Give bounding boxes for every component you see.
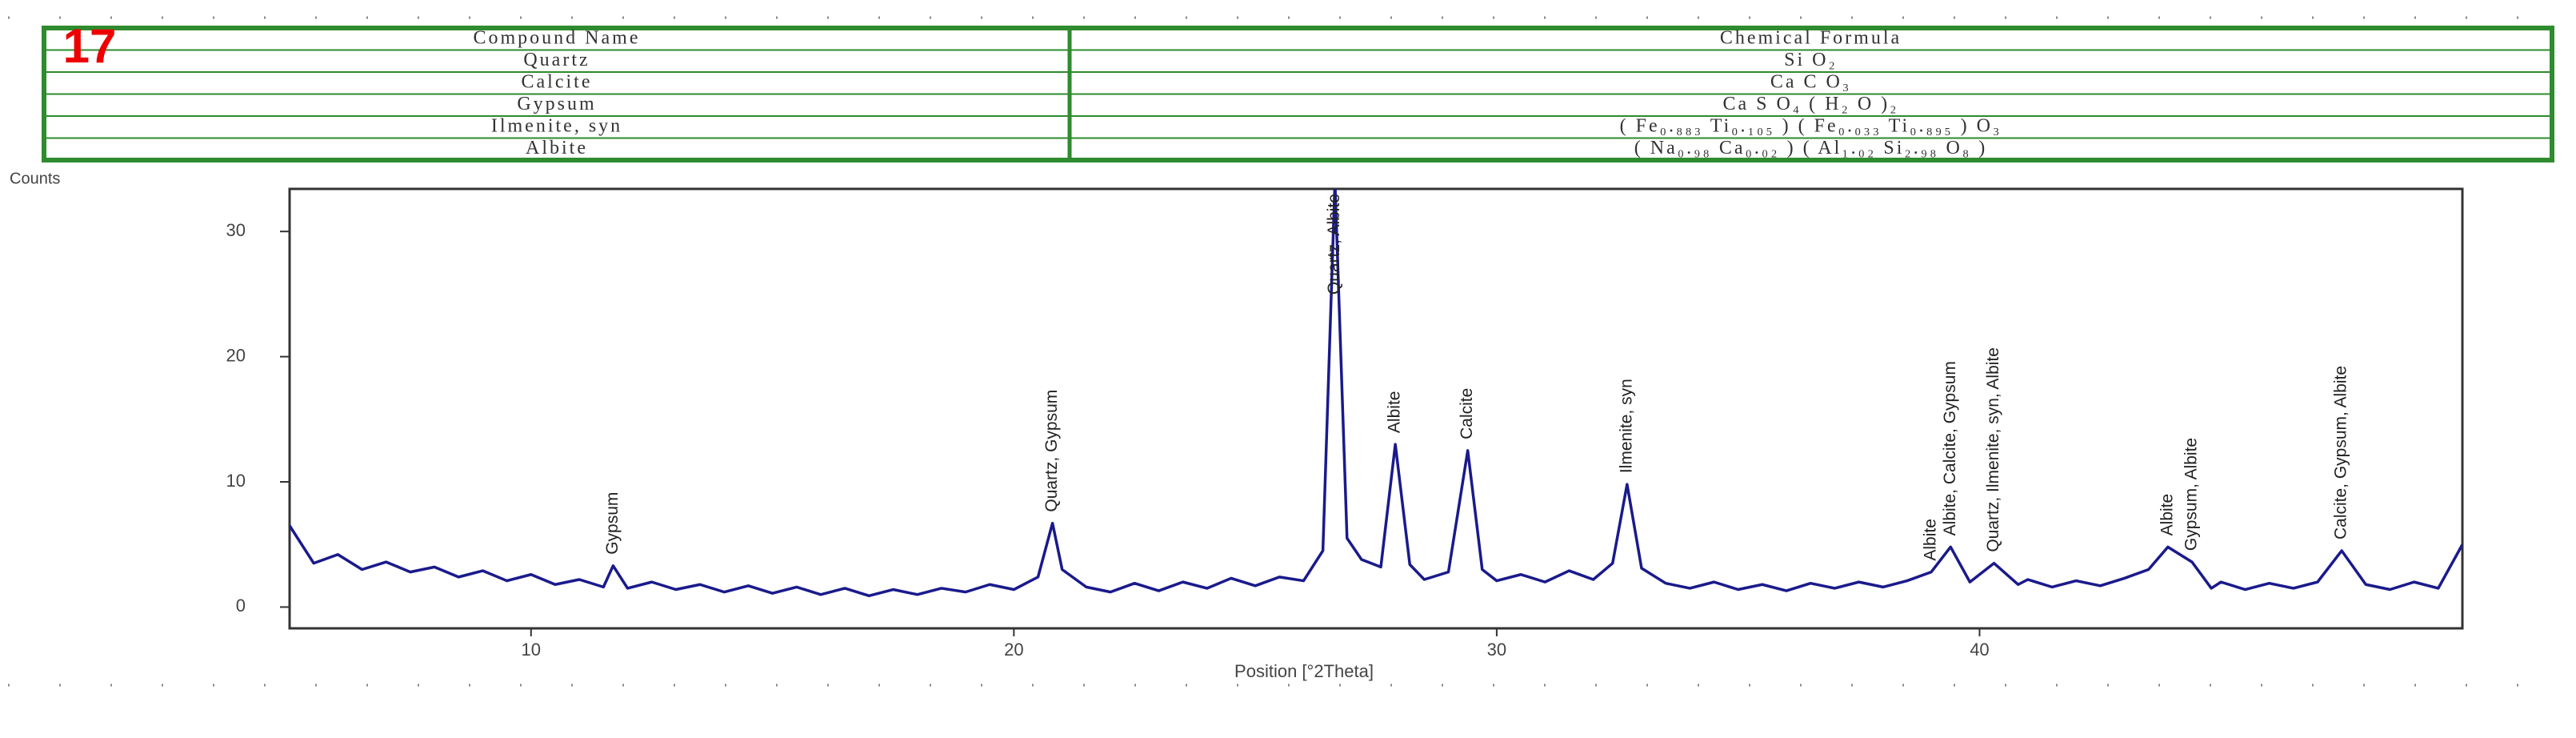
x-axis-title: Position [°2Theta]: [1234, 661, 1374, 681]
table-cell: Ilmenite, syn: [491, 115, 622, 136]
peak-label: Albite: [1922, 519, 1940, 561]
table-cell: Calcite: [522, 71, 593, 92]
plot-frame: [288, 187, 2464, 630]
table-cell: Gypsum: [517, 94, 596, 114]
peak-label: Quartz, Albite: [1325, 194, 1343, 295]
plot-area: Gypsum Quartz, Gypsum Quartz, Albite Albite…: [290, 189, 2462, 598]
table-cell: Si O₂: [1784, 50, 1838, 70]
peak-label: Albite: [1386, 391, 1404, 434]
y-tick-label: 30: [226, 220, 246, 240]
table-cell: Quartz: [523, 50, 590, 70]
peak-label: Albite, Calcite, Gypsum: [1941, 361, 1959, 535]
table-cell: ( Na₀.₉₈ Ca₀.₀₂ ) ( Al₁.₀₂ Si₂.₉₈ O₈ ): [1634, 138, 1987, 158]
table-cell: Chemical Formula: [1720, 27, 1902, 48]
y-tick-label: 0: [236, 596, 246, 616]
diffraction-line: [290, 189, 2462, 598]
table-cell: Ca C O₃: [1770, 71, 1851, 92]
peak-label: Calcite, Gypsum, Albite: [2332, 366, 2350, 539]
table-cell: Ca S O₄ ( H₂ O )₂: [1722, 94, 1898, 114]
y-tick-label: 20: [226, 345, 246, 365]
x-tick-label: 20: [1004, 640, 1023, 660]
x-tick-label: 40: [1970, 640, 1989, 660]
table-cell: Compound Name: [474, 27, 641, 48]
peak-label: Albite: [2158, 494, 2176, 536]
peak-label: Calcite: [1458, 388, 1476, 439]
peak-label: Gypsum: [603, 492, 622, 555]
y-tick-label: 10: [226, 471, 246, 491]
y-axis-title: Counts: [10, 170, 60, 187]
peak-label: Quartz, Ilmenite, syn, Albite: [1984, 347, 2002, 552]
peak-label: Gypsum, Albite: [2182, 438, 2201, 551]
peak-label: Quartz, Gypsum: [1042, 390, 1061, 512]
table-cell: Albite: [526, 138, 588, 158]
x-tick-label: 10: [522, 640, 541, 660]
figure-label: 17: [63, 19, 117, 73]
table-cell: ( Fe₀.₈₈₃ Ti₀.₁₀₅ ) ( Fe₀.₀₃₃ Ti₀.₈₉₅ ) …: [1620, 115, 2002, 136]
compound-table: Compound Name Chemical Formula Quartz Si O₂…: [42, 26, 2554, 162]
peak-label: Ilmenite, syn: [1617, 379, 1635, 473]
x-tick-label: 30: [1487, 640, 1506, 660]
